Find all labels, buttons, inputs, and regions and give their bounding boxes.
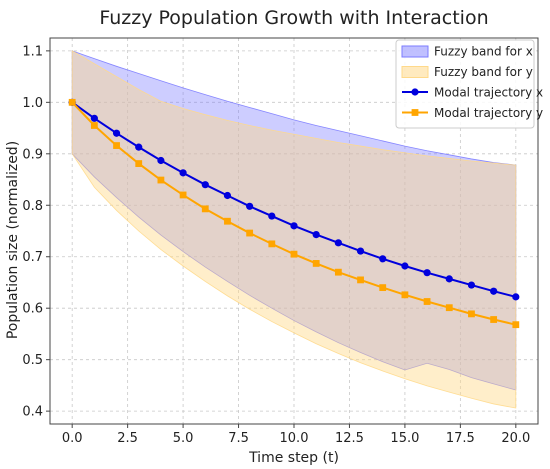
modal-trajectory-x-point [179,169,187,177]
modal-trajectory-x-point [379,255,387,263]
y-axis-ticks: 0.4 0.5 0.6 0.7 0.8 0.9 1.0 1.1 [22,44,50,420]
modal-trajectory-x-point [223,191,232,200]
modal-trajectory-y-point [357,276,364,284]
modal-trajectory-y-point [246,229,254,237]
modal-trajectory-y-point [68,98,76,106]
modal-trajectory-x-point [356,247,365,255]
y-tick-label: 0.5 [22,353,43,368]
legend-label-trajectory-x: Modal trajectory x [434,86,543,100]
modal-trajectory-x-point [135,143,143,151]
x-tick-label: 5.0 [173,431,194,446]
legend-box [395,39,535,129]
x-tick-label: 0.0 [62,431,83,446]
x-tick-label: 12.5 [335,431,364,446]
modal-trajectory-x-point [157,156,165,165]
modal-trajectory-y-point [224,217,231,225]
y-tick-label: 0.7 [22,250,43,265]
modal-trajectory-x-point [112,129,121,137]
legend-label-band-y: Fuzzy band for y [434,65,533,79]
modal-trajectory-y-point [290,250,298,258]
line-layer [68,98,520,329]
modal-trajectory-x-point [290,222,298,230]
modal-trajectory-x-point [312,231,320,239]
x-tick-label: 2.5 [117,431,138,446]
modal-trajectory-x-point [423,269,431,277]
legend: Fuzzy band for x Fuzzy band for y Modal tr… [395,39,543,129]
modal-trajectory-y-point [312,260,320,267]
x-tick-label: 20.0 [501,431,530,446]
x-tick-label: 7.5 [228,431,249,446]
fuzzy-band-y [71,50,517,409]
legend-label-trajectory-y: Modal trajectory y [434,106,543,120]
y-axis-label: Population size (normalized) [5,141,21,339]
x-axis-label: Time step (t) [248,450,339,466]
modal-trajectory-y-point [423,298,431,305]
modal-trajectory-x-point [512,293,520,301]
x-tick-label: 15.0 [390,431,419,446]
legend-swatch-band-x [401,45,429,58]
modal-trajectory-y-point [179,191,187,199]
x-tick-label: 10.0 [280,431,309,446]
modal-trajectory-y-point [512,321,520,329]
y-tick-label: 1.0 [22,96,43,111]
y-tick-label: 1.1 [22,44,43,59]
x-tick-label: 17.5 [446,431,475,446]
modal-trajectory-y-point [468,310,475,318]
modal-trajectory-y-point [113,142,120,149]
modal-trajectory-x-point [490,287,498,295]
legend-marker-trajectory-x [411,88,419,96]
modal-trajectory-x-point [401,262,409,270]
chart-title: Fuzzy Population Growth with Interaction [99,7,488,29]
modal-trajectory-x-point [445,275,453,283]
modal-trajectory-x-point [246,202,254,210]
modal-trajectory-y-point [401,291,409,299]
modal-trajectory-x-point [467,281,476,289]
x-axis-ticks: 0.0 2.5 5.0 7.5 10.0 12.5 15.0 17.5 20.0 [62,424,530,446]
modal-trajectory-y-point [268,240,276,248]
modal-trajectory-y-point [379,284,387,292]
legend-marker-trajectory-y [411,109,419,116]
modal-trajectory-y-point [157,176,165,184]
modal-trajectory-y-point [135,160,143,167]
modal-trajectory-y-point [201,205,209,213]
legend-swatch-band-y [401,66,429,78]
modal-trajectory-y-point [445,304,453,312]
modal-trajectory-x-point [268,212,276,220]
y-tick-label: 0.6 [22,302,43,317]
modal-trajectory-y-point [334,268,342,276]
y-tick-label: 0.4 [22,405,43,420]
y-tick-label: 0.8 [22,199,43,214]
modal-trajectory-x-point [334,239,342,247]
modal-trajectory-y-point [490,316,498,323]
modal-trajectory-y-point [90,122,98,129]
y-tick-label: 0.9 [22,147,43,162]
modal-trajectory-x-point [201,181,209,189]
modal-trajectory-x-point [90,114,98,122]
legend-label-band-x: Fuzzy band for x [434,45,533,59]
band-layer [71,50,517,409]
